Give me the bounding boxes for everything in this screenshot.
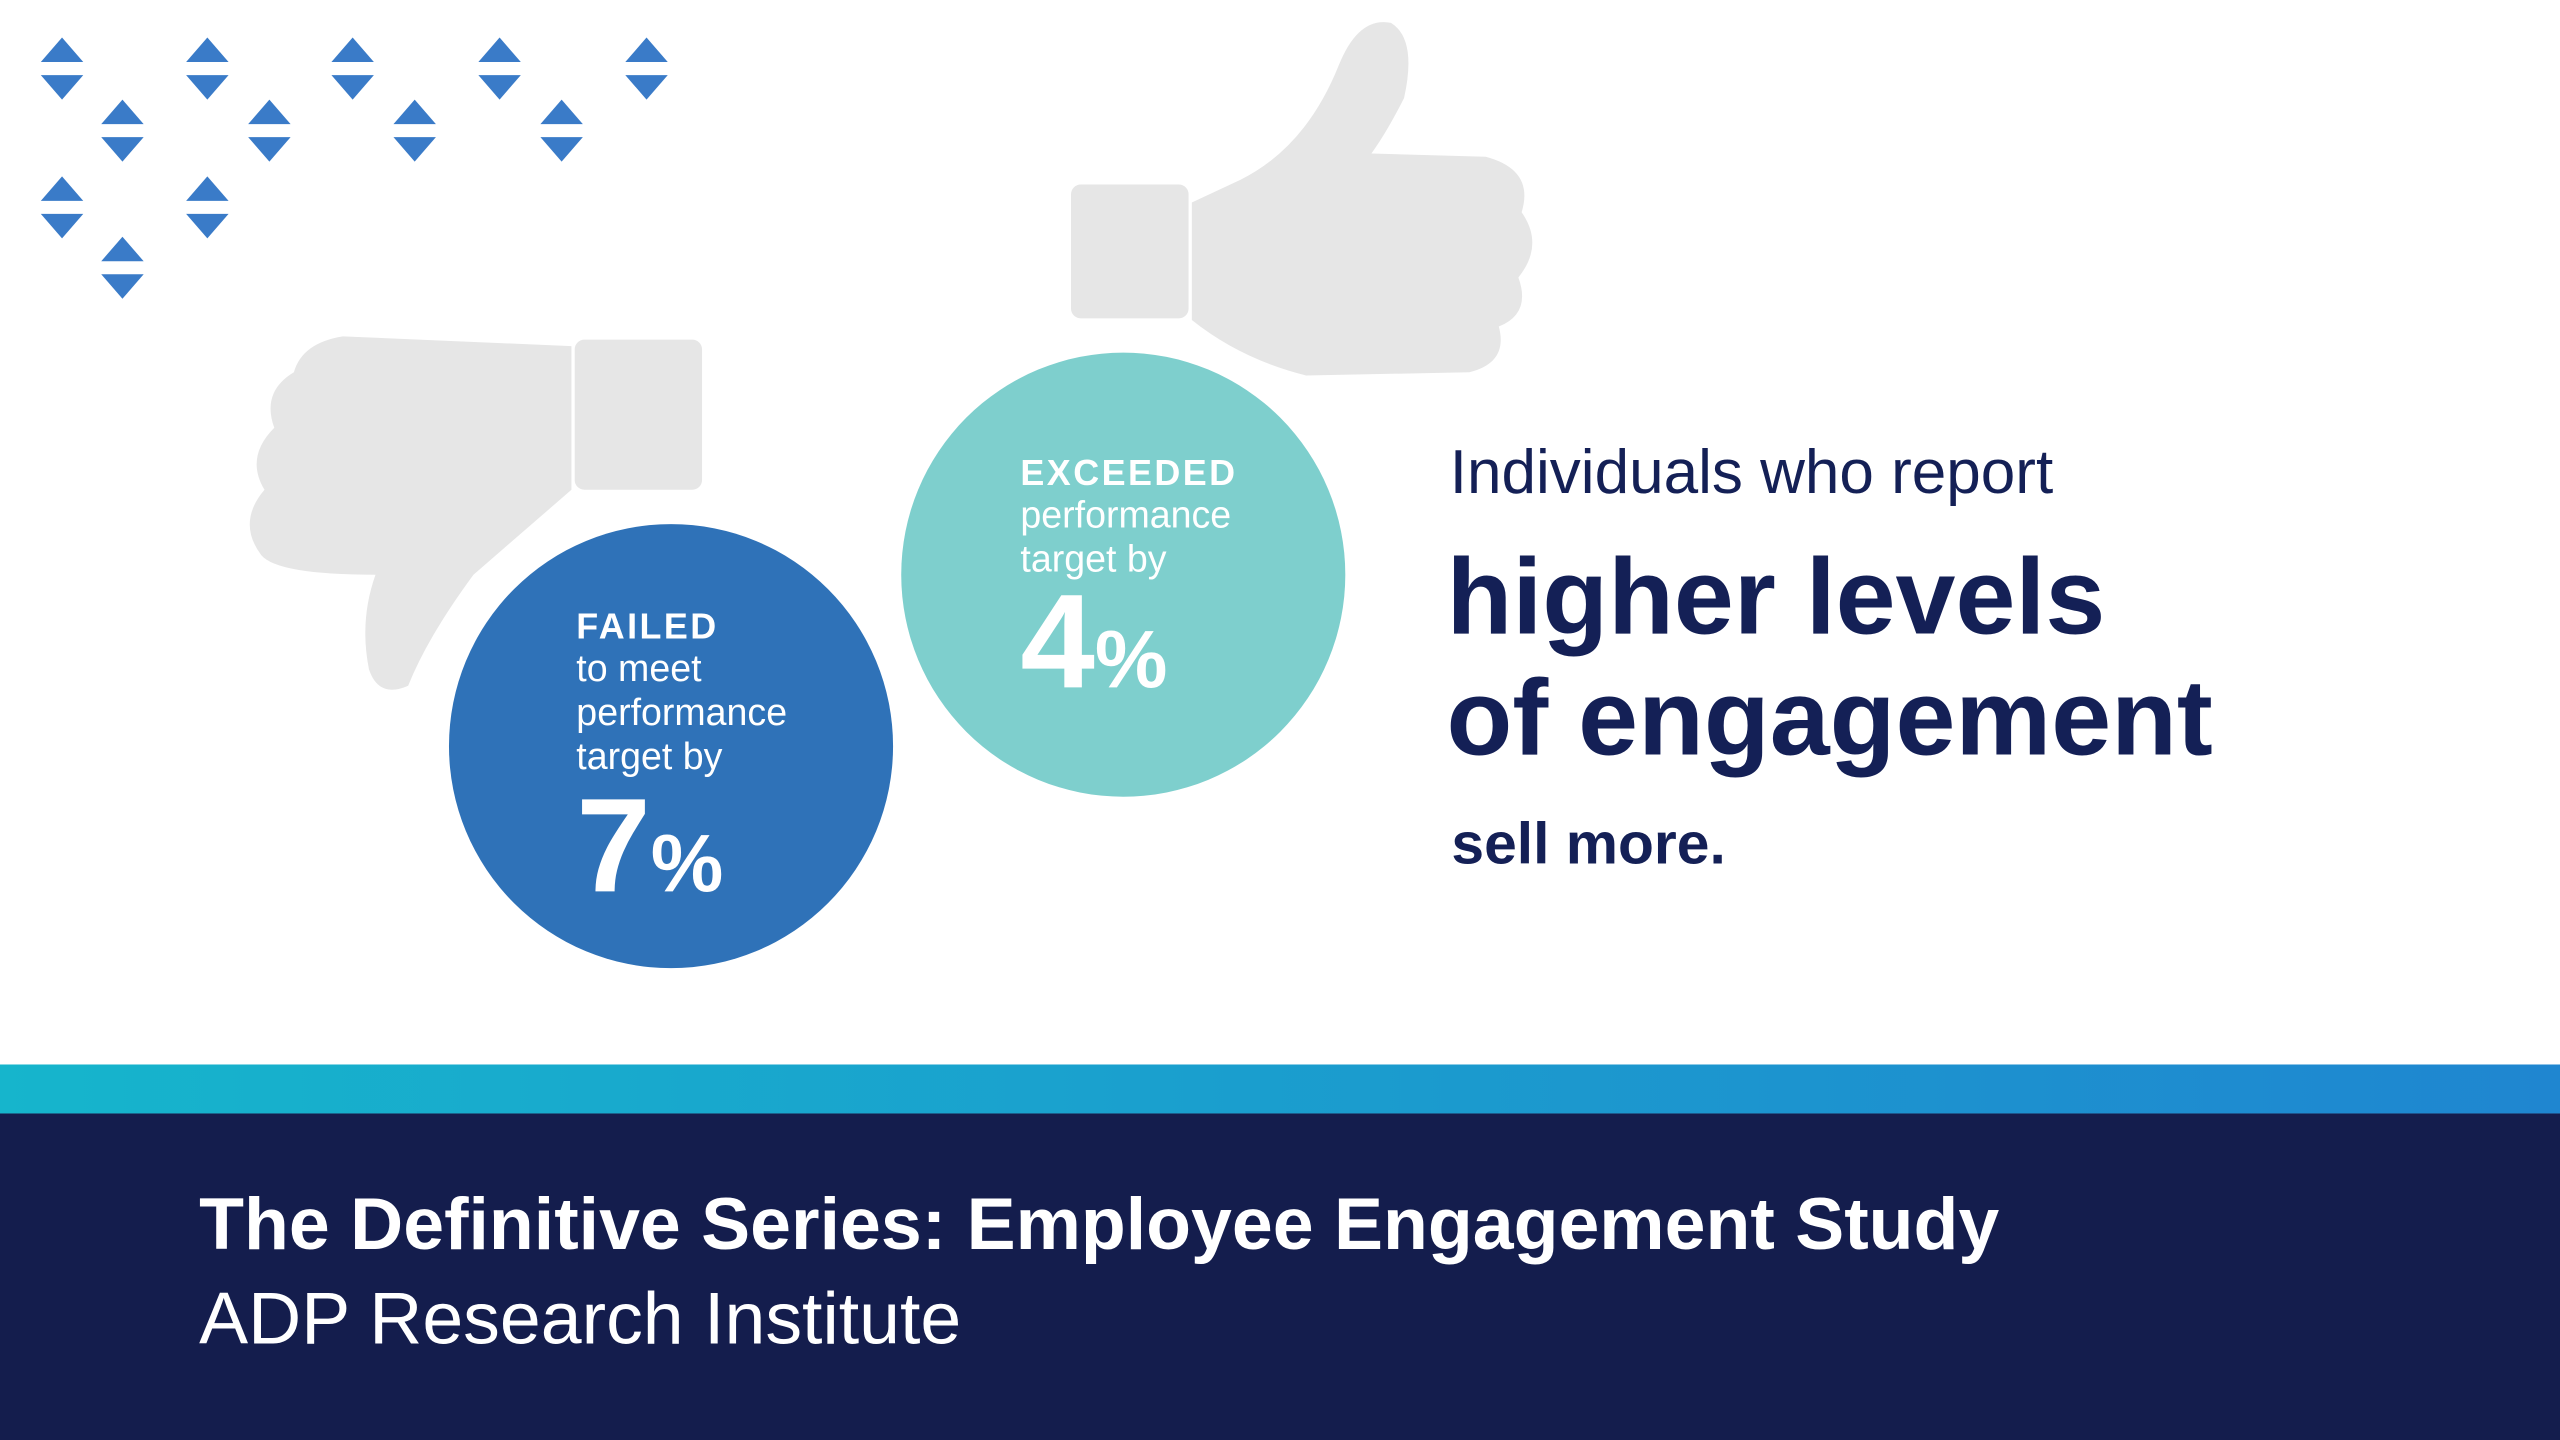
footer-subtitle: ADP Research Institute [199, 1277, 961, 1360]
failed-line: to meet [576, 647, 702, 689]
exceeded-line: performance [1020, 493, 1231, 535]
thumbs-down-icon [249, 336, 703, 690]
exceeded-value-text: 4% [1020, 567, 1167, 716]
footer [0, 1113, 2560, 1440]
statement-intro: Individuals who report [1450, 438, 2053, 507]
failed-value-text: 7% [576, 771, 723, 920]
exceeded-value: 4 [1020, 567, 1094, 716]
exceeded-circle [901, 352, 1346, 797]
failed-line: target by [576, 735, 722, 777]
footer-title: The Definitive Series: Employee Engageme… [199, 1182, 1999, 1265]
statement-highlight: higher levels [1447, 535, 2106, 656]
failed-value: 7 [576, 771, 650, 920]
statement-highlight: of engagement [1447, 656, 2213, 777]
exceeded-label: EXCEEDED [1020, 452, 1237, 493]
exceeded-unit: % [1095, 614, 1168, 705]
failed-unit: % [651, 818, 724, 909]
gradient-band [0, 1064, 2560, 1114]
statement-outro: sell more. [1451, 812, 1725, 877]
failed-line: performance [576, 691, 787, 733]
failed-circle [448, 524, 894, 969]
triangle-pattern [40, 37, 668, 299]
thumbs-up-icon [1071, 22, 1533, 376]
exceeded-line: target by [1020, 537, 1166, 579]
failed-label: FAILED [576, 605, 718, 646]
